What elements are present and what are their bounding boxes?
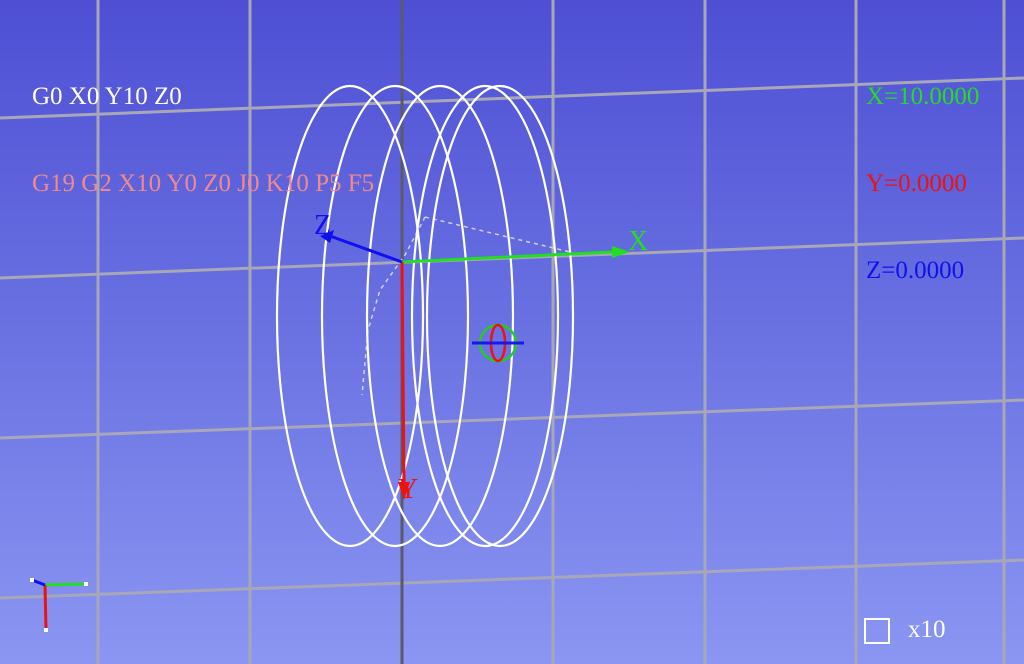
position-readout: X=10.0000 Y=0.0000 Z=0.0000 [866, 24, 979, 343]
z-axis-line [329, 234, 403, 264]
x-axis-arrowhead [612, 246, 630, 258]
rapid-move-path [361, 216, 571, 396]
x-position: X=10.0000 [866, 83, 980, 110]
tool-marker-icon[interactable] [472, 323, 524, 363]
y-axis-label: Y [398, 474, 419, 505]
gcode-display: G0 X0 Y10 Z0 G19 G2 X10 Y0 Z0 J0 K10 P5 … [32, 24, 374, 256]
orientation-triad-icon [30, 578, 88, 632]
y-axis-arrowhead [398, 482, 410, 500]
x-axis-line [401, 250, 613, 264]
helix-toolpath [275, 84, 575, 548]
z-axis-label: Z [314, 210, 332, 241]
z-axis-arrowhead [320, 230, 334, 243]
y-axis-line [400, 261, 406, 486]
zoom-scale-widget[interactable]: x10 [862, 614, 972, 648]
z-position: Z=0.0000 [866, 257, 965, 284]
y-position: Y=0.0000 [866, 170, 967, 197]
zoom-box-icon[interactable] [864, 618, 890, 644]
gcode-line-2: G19 G2 X10 Y0 Z0 J0 K10 P5 F5 [32, 170, 375, 197]
zoom-scale-label: x10 [908, 616, 946, 643]
gcode-line-1: G0 X0 Y10 Z0 [32, 83, 182, 110]
x-axis-label: X [628, 226, 649, 257]
